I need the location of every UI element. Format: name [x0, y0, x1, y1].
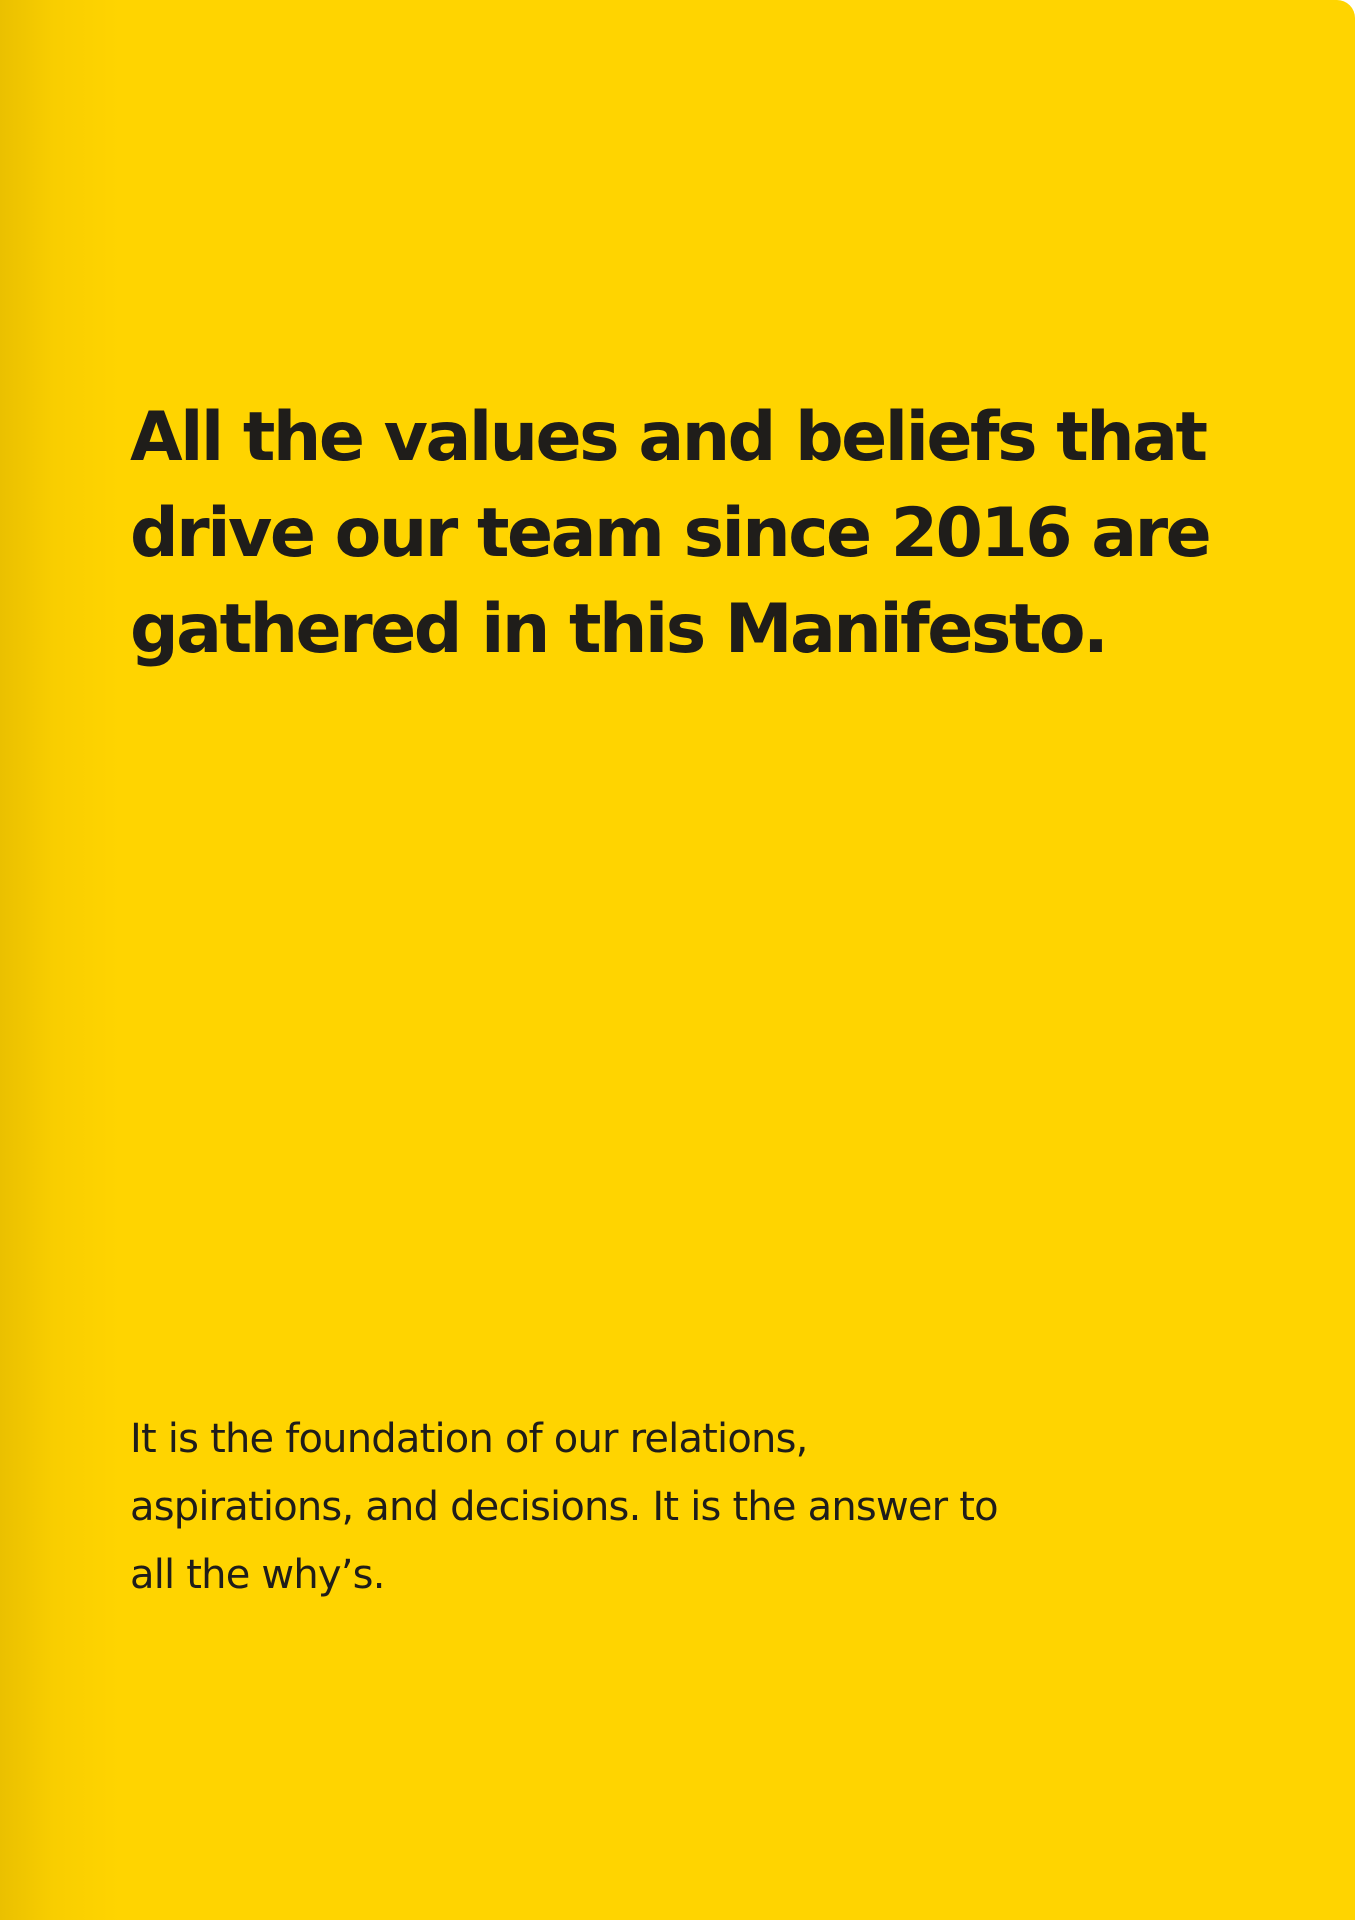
page-headline: All the values and beliefs that drive ou…	[130, 398, 1212, 669]
page-body-text: It is the foundation of our relations, a…	[130, 1416, 999, 1598]
page-spine-shadow	[0, 0, 120, 1920]
